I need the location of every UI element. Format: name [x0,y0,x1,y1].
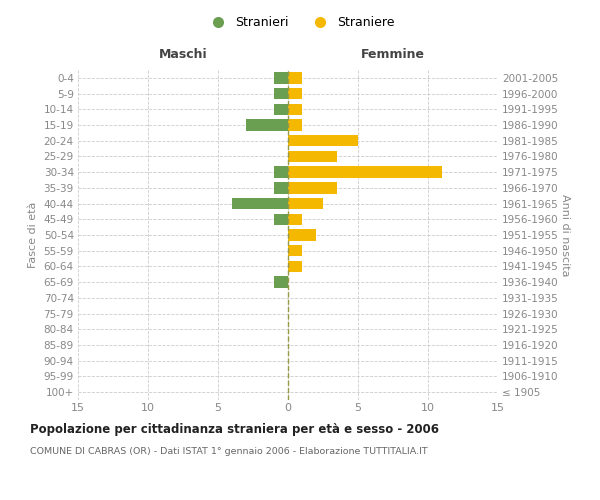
Bar [288,198,323,209]
Bar [288,182,337,194]
Bar [274,72,288,84]
Text: Popolazione per cittadinanza straniera per età e sesso - 2006: Popolazione per cittadinanza straniera p… [30,422,439,436]
Bar [274,104,288,115]
Bar [274,166,288,178]
Bar [274,214,288,225]
Bar [288,166,442,178]
Y-axis label: Fasce di età: Fasce di età [28,202,38,268]
Legend: Stranieri, Straniere: Stranieri, Straniere [200,11,400,34]
Bar [288,261,302,272]
Bar [288,151,337,162]
Bar [274,276,288,288]
Bar [288,72,302,84]
Bar [246,120,288,130]
Text: Maschi: Maschi [158,48,208,60]
Y-axis label: Anni di nascita: Anni di nascita [560,194,570,276]
Bar [288,135,358,146]
Bar [274,182,288,194]
Text: COMUNE DI CABRAS (OR) - Dati ISTAT 1° gennaio 2006 - Elaborazione TUTTITALIA.IT: COMUNE DI CABRAS (OR) - Dati ISTAT 1° ge… [30,448,428,456]
Bar [232,198,288,209]
Bar [288,214,302,225]
Bar [288,120,302,130]
Bar [288,245,302,256]
Bar [288,104,302,115]
Text: Femmine: Femmine [361,48,425,60]
Bar [274,88,288,99]
Bar [288,88,302,99]
Bar [288,230,316,240]
